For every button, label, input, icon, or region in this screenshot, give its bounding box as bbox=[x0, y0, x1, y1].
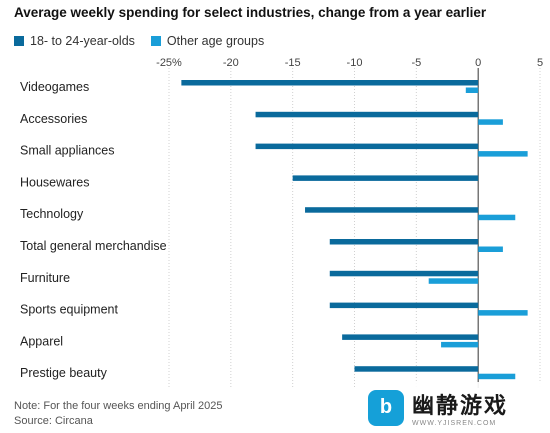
legend-item-other: Other age groups bbox=[150, 34, 265, 48]
bar-young bbox=[255, 143, 479, 150]
category-label: Sports equipment bbox=[20, 303, 119, 317]
watermark-url: WWW.YJISREN.COM bbox=[412, 420, 497, 427]
x-tick-label: -15 bbox=[285, 57, 301, 69]
bar-other bbox=[478, 373, 516, 380]
watermark-logo-icon: b bbox=[368, 389, 404, 426]
category-label: Furniture bbox=[20, 271, 70, 285]
x-tick-label: -20 bbox=[223, 57, 239, 69]
bar-other bbox=[478, 151, 528, 157]
bar-young bbox=[329, 239, 479, 245]
legend-label-other: Other age groups bbox=[166, 34, 265, 48]
bar-other bbox=[478, 246, 503, 252]
bar-young bbox=[329, 302, 479, 309]
watermark-text: 幽静游戏 WWW.YJISREN.COM bbox=[412, 388, 508, 427]
bar-young bbox=[342, 334, 479, 340]
bar-other bbox=[465, 87, 479, 93]
bar-other bbox=[428, 278, 479, 284]
legend-label-young: 18- to 24-year-olds bbox=[30, 34, 135, 48]
bar-young bbox=[255, 111, 479, 118]
chart-source: Source: Circana bbox=[14, 415, 93, 427]
bar-young bbox=[305, 207, 479, 213]
legend-swatch-other bbox=[150, 36, 161, 46]
bar-young bbox=[292, 175, 479, 181]
chart-note: Note: For the four weeks ending April 20… bbox=[14, 400, 223, 412]
category-label: Videogames bbox=[20, 80, 89, 94]
bar-other bbox=[478, 119, 503, 125]
bar-other bbox=[478, 310, 528, 316]
watermark-name: 幽静游戏 bbox=[412, 393, 509, 418]
category-label: Technology bbox=[20, 207, 84, 221]
bar-young bbox=[354, 366, 479, 372]
category-label: Housewares bbox=[20, 175, 89, 189]
bar-other bbox=[478, 214, 516, 221]
category-label: Apparel bbox=[20, 334, 63, 348]
bar-young bbox=[181, 80, 479, 86]
category-label: Small appliances bbox=[20, 144, 115, 158]
bar-young bbox=[329, 270, 479, 277]
bar-other bbox=[441, 341, 479, 348]
x-tick-label: -10 bbox=[347, 57, 363, 69]
chart-title: Average weekly spending for select indus… bbox=[14, 5, 487, 20]
watermark: b 幽静游戏 WWW.YJISREN.COM bbox=[362, 382, 550, 433]
category-label: Accessories bbox=[20, 112, 87, 126]
x-tick-label: 0 bbox=[475, 57, 481, 69]
legend-item-young: 18- to 24-year-olds bbox=[14, 34, 135, 48]
legend-swatch-young bbox=[14, 36, 24, 46]
x-tick-label: -5 bbox=[411, 57, 421, 69]
category-label: Prestige beauty bbox=[20, 366, 108, 380]
x-tick-label: 5 bbox=[537, 57, 543, 69]
category-label: Total general merchandise bbox=[20, 239, 167, 253]
x-tick-label: -25% bbox=[156, 57, 182, 69]
legend: 18- to 24-year-olds Other age groups bbox=[14, 34, 280, 48]
